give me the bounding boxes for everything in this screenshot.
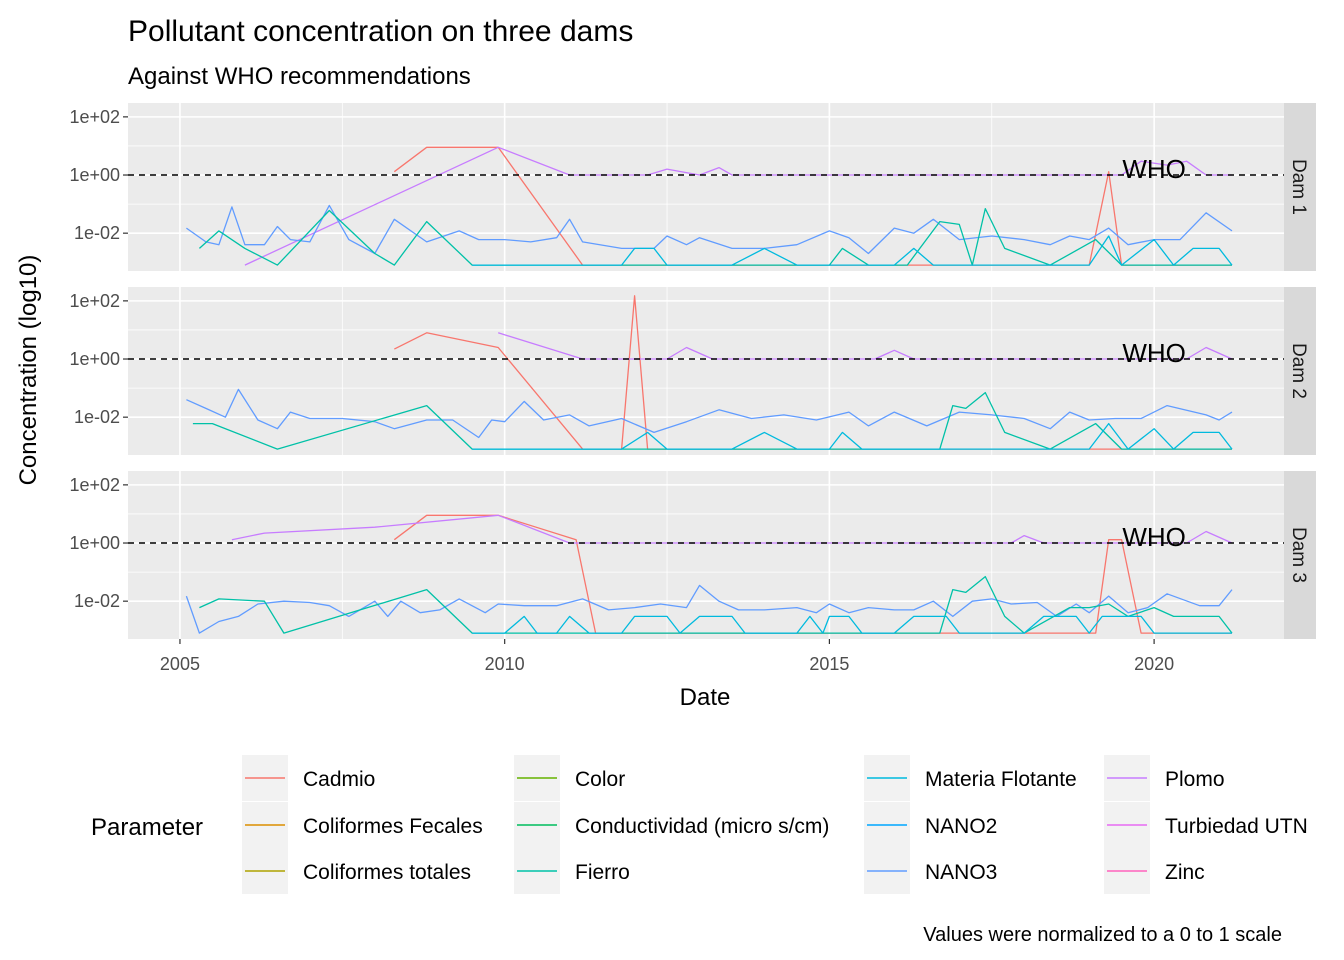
chart-subtitle: Against WHO recommendations: [128, 63, 471, 90]
chart-title: Pollutant concentration on three dams: [128, 15, 633, 48]
legend-item: Cadmio: [242, 755, 375, 801]
x-axis: 2005 2010 2015 2020: [160, 639, 1174, 674]
series-line-nano3: [186, 204, 1233, 255]
chart-panels: 1e+02 1e+00 1e-02 WHO Dam 1 1e+02 1e+00 1e-02 WH…: [69, 103, 1316, 639]
facet-panel: 1e+02 1e+00 1e-02 WHO Dam 3: [69, 471, 1316, 639]
legend-item: Coliformes Fecales: [242, 802, 483, 848]
chart-caption: Values were normalized to a 0 to 1 scale: [923, 924, 1282, 946]
x-axis-title: Date: [680, 684, 731, 711]
series-line-nano3: [186, 388, 1233, 439]
legend-item: Plomo: [1104, 755, 1225, 801]
x-tick-label: 2010: [485, 654, 525, 674]
series-line-fierro: [199, 575, 1233, 634]
y-tick-label: 1e+00: [69, 533, 120, 553]
panel-background: [128, 471, 1284, 639]
legend-label: Zinc: [1165, 861, 1205, 884]
facet-panel: 1e+02 1e+00 1e-02 WHO Dam 1: [69, 103, 1316, 271]
legend-title: Parameter: [91, 814, 203, 841]
y-tick-label: 1e+02: [69, 107, 120, 127]
legend-label: Plomo: [1165, 768, 1225, 791]
legend-label: Fierro: [575, 861, 630, 884]
legend-label: Materia Flotante: [925, 768, 1077, 791]
panel-background: [128, 103, 1284, 271]
legend-label: Color: [575, 768, 625, 791]
y-axis-title: Concentration (log10): [15, 255, 42, 486]
y-tick-label: 1e-02: [74, 591, 120, 611]
legend-label: NANO2: [925, 815, 997, 838]
y-tick-label: 1e+00: [69, 349, 120, 369]
panel-background: [128, 287, 1284, 455]
facet-strip: [1284, 103, 1316, 271]
legend-label: Coliformes totales: [303, 861, 471, 884]
y-tick-label: 1e-02: [74, 407, 120, 427]
y-tick-label: 1e+02: [69, 475, 120, 495]
legend-item: Fierro: [514, 848, 630, 894]
facet-strip: [1284, 287, 1316, 455]
legend-item: Zinc: [1104, 848, 1205, 894]
facet-panel: 1e+02 1e+00 1e-02 WHO Dam 2: [69, 287, 1316, 455]
legend-item: Conductividad (micro s/cm): [514, 802, 829, 848]
x-tick-label: 2015: [809, 654, 849, 674]
series-line-materia-flotante: [472, 615, 1232, 634]
legend-label: NANO3: [925, 861, 997, 884]
legend-item: NANO3: [864, 848, 997, 894]
legend-item: Coliformes totales: [242, 848, 471, 894]
who-label: WHO: [1122, 338, 1186, 368]
legend-item: Turbiedad UTN: [1104, 802, 1308, 848]
legend-item: NANO2: [864, 802, 997, 848]
facet-strip: [1284, 471, 1316, 639]
facet-strip-label: Dam 3: [1288, 527, 1309, 583]
y-tick-label: 1e+00: [69, 165, 120, 185]
legend-item: Materia Flotante: [864, 755, 1077, 801]
legend-label: Coliformes Fecales: [303, 815, 483, 838]
y-tick-label: 1e+02: [69, 291, 120, 311]
legend-label: Turbiedad UTN: [1165, 815, 1308, 838]
legend-label: Conductividad (micro s/cm): [575, 815, 829, 838]
y-tick-label: 1e-02: [74, 223, 120, 243]
series-line-materia-flotante: [472, 422, 1233, 450]
who-label: WHO: [1122, 154, 1186, 184]
facet-strip-label: Dam 1: [1288, 159, 1309, 215]
series-line-fierro: [192, 391, 1232, 450]
x-tick-label: 2005: [160, 654, 200, 674]
facet-strip-label: Dam 2: [1288, 343, 1309, 399]
legend-label: Cadmio: [303, 768, 375, 791]
x-tick-label: 2020: [1134, 654, 1174, 674]
legend: Parameter Cadmio Coliformes Fecales Colifo…: [91, 755, 1308, 894]
who-label: WHO: [1122, 522, 1186, 552]
series-line-materia-flotante: [472, 235, 1233, 266]
legend-item: Color: [514, 755, 625, 801]
